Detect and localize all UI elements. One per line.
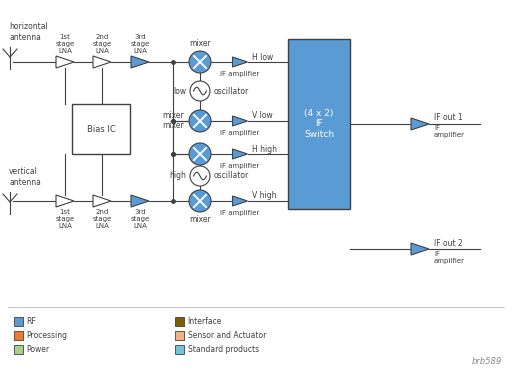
Text: IF out 2: IF out 2 xyxy=(434,238,463,248)
Polygon shape xyxy=(93,56,111,68)
Text: Sensor and Actuator: Sensor and Actuator xyxy=(187,331,266,340)
Text: high: high xyxy=(169,172,186,180)
Polygon shape xyxy=(131,56,149,68)
Bar xyxy=(14,331,23,339)
Bar xyxy=(72,104,130,154)
Text: IF amplifier: IF amplifier xyxy=(220,71,260,77)
Bar xyxy=(14,317,23,325)
Text: oscillator: oscillator xyxy=(214,86,249,96)
Polygon shape xyxy=(56,56,74,68)
Circle shape xyxy=(189,51,211,73)
Text: brb589: brb589 xyxy=(472,356,502,366)
Text: H high: H high xyxy=(252,145,278,154)
Text: H low: H low xyxy=(252,52,274,62)
Polygon shape xyxy=(232,57,247,67)
Text: Processing: Processing xyxy=(27,331,68,340)
Text: V high: V high xyxy=(252,192,277,200)
Text: RF: RF xyxy=(27,317,36,326)
Polygon shape xyxy=(56,195,74,207)
Text: IF out 1: IF out 1 xyxy=(434,114,463,123)
Text: vertical
antenna: vertical antenna xyxy=(9,167,41,187)
Bar xyxy=(175,331,183,339)
Polygon shape xyxy=(93,195,111,207)
Text: (4 x 2)
IF
Switch: (4 x 2) IF Switch xyxy=(304,109,334,139)
Text: IF
amplifier: IF amplifier xyxy=(434,251,465,263)
Bar xyxy=(288,39,350,209)
Text: Interface: Interface xyxy=(187,317,222,326)
Text: mixer: mixer xyxy=(189,214,211,224)
Bar xyxy=(175,345,183,354)
Text: 1st
stage
LNA: 1st stage LNA xyxy=(55,209,75,229)
Circle shape xyxy=(189,110,211,132)
Text: low: low xyxy=(173,86,186,96)
Text: Standard products: Standard products xyxy=(187,345,259,354)
Circle shape xyxy=(190,81,210,101)
Text: Power: Power xyxy=(27,345,50,354)
Text: 2nd
stage
LNA: 2nd stage LNA xyxy=(92,34,112,54)
Text: mixer: mixer xyxy=(162,121,184,131)
Text: oscillator: oscillator xyxy=(214,172,249,180)
Text: IF
amplifier: IF amplifier xyxy=(434,125,465,138)
Polygon shape xyxy=(131,195,149,207)
Polygon shape xyxy=(232,196,247,206)
Text: Bias IC: Bias IC xyxy=(87,124,115,134)
Polygon shape xyxy=(232,116,247,126)
Circle shape xyxy=(190,166,210,186)
Text: mixer: mixer xyxy=(189,39,211,48)
Text: horizontal
antenna: horizontal antenna xyxy=(9,22,48,42)
Text: V low: V low xyxy=(252,111,273,121)
Text: IF amplifier: IF amplifier xyxy=(220,130,260,136)
Text: 3rd
stage
LNA: 3rd stage LNA xyxy=(131,209,150,229)
Text: 2nd
stage
LNA: 2nd stage LNA xyxy=(92,209,112,229)
Polygon shape xyxy=(411,118,429,130)
Text: mixer: mixer xyxy=(162,111,184,121)
Text: 3rd
stage
LNA: 3rd stage LNA xyxy=(131,34,150,54)
Circle shape xyxy=(189,190,211,212)
Text: IF amplifier: IF amplifier xyxy=(220,210,260,216)
Text: IF amplifier: IF amplifier xyxy=(220,163,260,169)
Polygon shape xyxy=(411,243,429,255)
Polygon shape xyxy=(232,149,247,159)
Bar xyxy=(175,317,183,325)
Circle shape xyxy=(189,143,211,165)
Text: 1st
stage
LNA: 1st stage LNA xyxy=(55,34,75,54)
Bar xyxy=(14,345,23,354)
